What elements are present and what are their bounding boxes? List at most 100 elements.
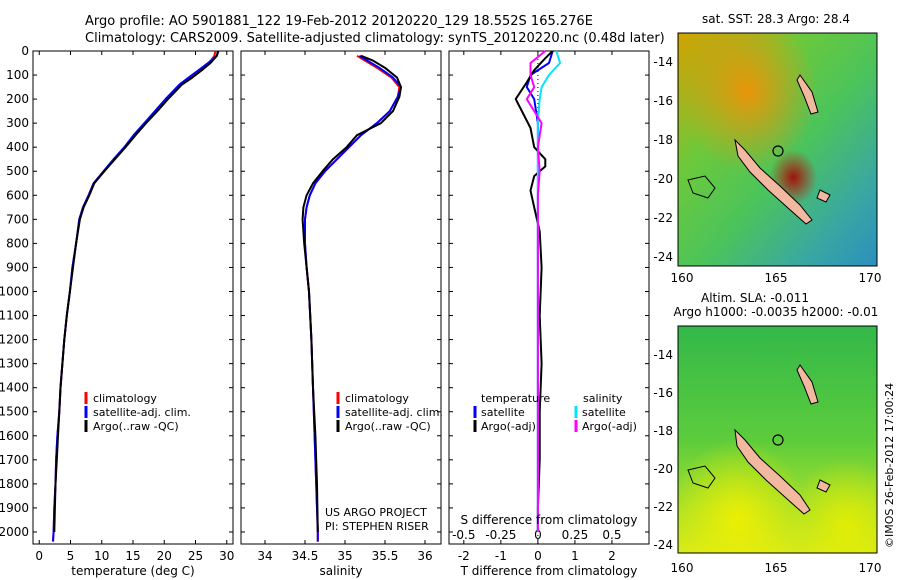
depth-tick-label: 2000 xyxy=(0,525,29,539)
sst-hot-spot xyxy=(678,33,877,266)
t-difference-xlabel: T difference from climatology xyxy=(460,564,638,578)
series-line-salinity-argo-adj xyxy=(525,50,546,532)
series-line-climatology xyxy=(304,54,401,542)
reef-outline xyxy=(687,465,716,489)
sla-lon-tick: 160 xyxy=(671,561,694,575)
x-tick-label: 1 xyxy=(571,549,579,563)
series-line-satellite-adj-clim xyxy=(52,50,220,542)
sla-map-subtitle: Argo h1000: -0.0035 h2000: -0.01 xyxy=(674,305,879,319)
argo-float-marker xyxy=(772,434,784,446)
sla-lat-tick: -24 xyxy=(653,538,673,552)
depth-tick-label: 300 xyxy=(6,116,29,130)
legend-climatology: climatology xyxy=(93,392,157,405)
new-caledonia-island xyxy=(734,138,813,225)
header-line-1: Argo profile: AO 5901881_122 19-Feb-2012… xyxy=(85,14,593,29)
x-tick-label: -2 xyxy=(458,549,470,563)
loyalty-islands xyxy=(816,189,831,203)
x-tick-label: 2 xyxy=(608,549,616,563)
depth-tick-label: 1900 xyxy=(0,501,29,515)
legend-argo: Argo(..raw -QC) xyxy=(93,420,179,433)
x-tick-label: 36 xyxy=(417,549,432,563)
salinity-xlabel: salinity xyxy=(319,564,362,578)
difference-plot-frame xyxy=(448,50,650,545)
sla-map-title: Altim. SLA: -0.011 xyxy=(701,291,809,305)
pi-annotation: PI: STEPHEN RISER xyxy=(325,520,429,533)
sla-lat-tick: -22 xyxy=(653,500,673,514)
x-tick-label: 35 xyxy=(337,549,352,563)
sla-high-patch xyxy=(678,326,877,553)
depth-tick-label: 100 xyxy=(6,68,29,82)
depth-tick-label: 1700 xyxy=(0,453,29,467)
sst-map-frame xyxy=(677,32,878,267)
s-tick-label: -0.5 xyxy=(452,528,475,542)
sst-lat-tick: -18 xyxy=(653,133,673,147)
series-line-climatology xyxy=(52,50,217,542)
depth-tick-label: 1500 xyxy=(0,405,29,419)
depth-tick-label: 600 xyxy=(6,188,29,202)
legend-salinity-title: salinity xyxy=(583,392,623,405)
legend-climatology: climatology xyxy=(345,392,409,405)
x-tick-label: 35.5 xyxy=(372,549,399,563)
sst-lat-tick: -16 xyxy=(653,94,673,108)
x-tick-label: 15 xyxy=(125,549,140,563)
s-difference-label: S difference from climatology xyxy=(461,513,638,527)
s-tick-label: 0.5 xyxy=(602,528,621,542)
legend-temperature-title: temperature xyxy=(481,392,550,405)
sla-lat-tick: -14 xyxy=(653,348,673,362)
temperature-xlabel: temperature (deg C) xyxy=(71,564,194,578)
x-tick-label: 25 xyxy=(188,549,203,563)
temperature-legend: climatology satellite-adj. clim. Argo(..… xyxy=(84,392,191,433)
depth-tick-label: 1400 xyxy=(0,381,29,395)
salinity-legend: climatology satellite-adj. clim. Argo(..… xyxy=(325,392,443,533)
legend-argo: Argo(..raw -QC) xyxy=(345,420,431,433)
x-tick-label: 0 xyxy=(534,549,542,563)
depth-tick-label: 1200 xyxy=(0,333,29,347)
sla-lat-tick: -16 xyxy=(653,386,673,400)
x-tick-label: 34 xyxy=(257,549,272,563)
depth-tick-label: 1300 xyxy=(0,357,29,371)
depth-tick-label: 1800 xyxy=(0,477,29,491)
x-tick-label: 30 xyxy=(219,549,234,563)
sst-lat-tick: -24 xyxy=(653,250,673,264)
depth-tick-label: 900 xyxy=(6,260,29,274)
salinity-plot-frame xyxy=(240,50,442,545)
series-line-argo-adj xyxy=(514,50,554,532)
axis-ticks: 0 5 10 15 20 25 300100200300400500600700800900… xyxy=(0,44,649,563)
x-tick-label: -1 xyxy=(495,549,507,563)
new-caledonia-island xyxy=(734,428,811,515)
sst-lat-tick: -14 xyxy=(653,55,673,69)
series-line-satellite-adj-clim xyxy=(304,54,402,542)
depth-tick-label: 1100 xyxy=(0,309,29,323)
x-tick-label: 0 xyxy=(35,549,43,563)
legend-s-satellite: satellite xyxy=(582,406,626,419)
depth-tick-label: 400 xyxy=(6,140,29,154)
legend-satellite: satellite-adj. clim. xyxy=(345,406,443,419)
sst-lat-tick: -22 xyxy=(653,211,673,225)
sst-lon-tick: 160 xyxy=(671,271,694,285)
plot-series xyxy=(52,50,562,542)
sla-map: Altim. SLA: -0.011 Argo h1000: -0.0035 h… xyxy=(653,291,881,575)
loyalty-islands xyxy=(816,479,831,493)
x-tick-label: 20 xyxy=(157,549,172,563)
depth-tick-label: 700 xyxy=(6,212,29,226)
depth-tick-label: 800 xyxy=(6,236,29,250)
series-line-argo-raw-qc xyxy=(53,50,219,533)
legend-satellite: satellite-adj. clim. xyxy=(93,406,191,419)
project-annotation: US ARGO PROJECT xyxy=(325,506,427,519)
s-tick-label: -0.25 xyxy=(485,528,516,542)
vanuatu-islands xyxy=(796,74,819,115)
legend-s-argo: Argo(-adj) xyxy=(582,420,637,433)
sla-map-frame xyxy=(677,325,878,554)
depth-tick-label: 200 xyxy=(6,92,29,106)
depth-tick-label: 1600 xyxy=(0,429,29,443)
x-tick-label: 10 xyxy=(94,549,109,563)
series-line-argo-raw-qc xyxy=(301,54,402,533)
header-line-2: Climatology: CARS2009. Satellite-adjuste… xyxy=(85,31,665,46)
vanuatu-islands xyxy=(796,364,819,405)
difference-legend: temperature satellite Argo(-adj) salinit… xyxy=(473,392,637,433)
legend-t-argo: Argo(-adj) xyxy=(481,420,536,433)
reef-outline xyxy=(687,175,716,199)
temperature-plot-frame xyxy=(32,50,234,545)
sla-lon-tick: 165 xyxy=(765,561,788,575)
